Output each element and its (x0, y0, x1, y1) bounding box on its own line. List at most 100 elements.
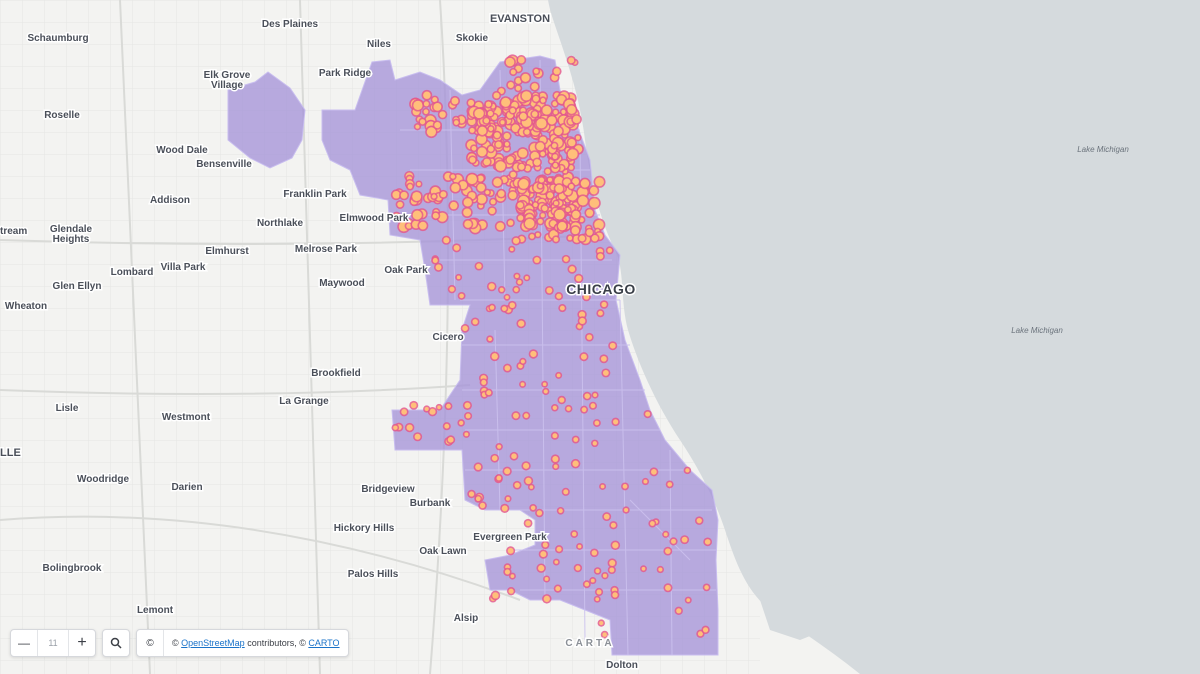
hotspot-core (517, 215, 524, 221)
attribution-toggle-button[interactable]: © (137, 630, 164, 656)
hotspot-core (518, 320, 525, 327)
hotspot-core (471, 145, 477, 151)
label-lombard: Lombard (111, 267, 154, 278)
label-glen-ellyn: Glen Ellyn (53, 281, 102, 292)
hotspot-core (475, 496, 481, 502)
hotspot-core (658, 567, 663, 572)
search-button[interactable] (103, 630, 129, 656)
hotspot-core (468, 491, 475, 497)
hotspot-core (469, 156, 476, 163)
incident-hotspots (390, 54, 713, 639)
hotspot-core (513, 412, 519, 419)
label-la-grange: La Grange (279, 396, 329, 407)
hotspot-core (513, 287, 519, 292)
hotspot-core (446, 403, 451, 409)
hotspot-core (580, 353, 587, 360)
hotspot-core (559, 305, 565, 311)
label-alsip: Alsip (454, 613, 478, 624)
hotspot-core (567, 149, 578, 160)
hotspot-core (681, 536, 688, 543)
hotspot-core (515, 85, 521, 91)
label-des-plaines: Des Plaines (262, 19, 319, 30)
hotspot-core (552, 143, 557, 149)
hotspot-core (517, 279, 522, 285)
hotspot-core (603, 513, 610, 520)
copyright-icon: © (146, 637, 154, 649)
label-lisle: Lisle (56, 403, 79, 414)
zoom-in-button[interactable]: + (77, 634, 87, 651)
hotspot-core (468, 99, 475, 106)
hotspot-core (464, 220, 472, 228)
hotspot-core (609, 567, 615, 573)
hotspot-core (453, 244, 460, 251)
hotspot-core (567, 105, 576, 114)
hotspot-core (591, 235, 599, 242)
hotspot-core (459, 420, 464, 425)
hotspot-core (415, 124, 420, 129)
hotspot-core (622, 484, 628, 489)
hotspot-core (667, 482, 673, 487)
hotspot-core (495, 161, 506, 172)
label-wood-dale: Wood Dale (156, 145, 208, 156)
label-oak-park: Oak Park (384, 265, 428, 276)
label-cicero: Cicero (432, 332, 463, 343)
hotspot-core (507, 220, 514, 226)
hotspot-core (511, 124, 520, 133)
hotspot-core (407, 184, 413, 189)
hotspot-core (594, 420, 600, 426)
hotspot-core (469, 127, 475, 133)
hotspot-core (432, 97, 438, 103)
label-glendale: Glendale (50, 224, 93, 235)
hotspot-core (501, 97, 511, 107)
hotspot-core (665, 548, 671, 554)
hotspot-core (506, 156, 514, 164)
hotspot-core (488, 146, 494, 152)
label-brookfield: Brookfield (311, 368, 360, 379)
hotspot-core (581, 407, 587, 413)
hotspot-core (577, 187, 588, 198)
hotspot-core (518, 163, 525, 170)
label-park-ridge: Park Ridge (319, 68, 372, 79)
hotspot-core (612, 542, 619, 549)
label-woodridge: Woodridge (77, 474, 129, 485)
zoom-control: — 11 + (10, 629, 96, 657)
label-dolton: Dolton (606, 660, 638, 671)
hotspot-core (479, 502, 486, 509)
hotspot-core (434, 122, 441, 129)
hotspot-core (507, 82, 514, 88)
hotspot-core (508, 588, 514, 594)
attribution-link-carto[interactable]: CARTO (308, 638, 340, 648)
hotspot-core (584, 393, 590, 399)
hotspot-core (483, 118, 490, 124)
label-oak-lawn: Oak Lawn (419, 546, 466, 557)
zoom-out-button[interactable]: — (18, 636, 30, 650)
hotspot-core (613, 419, 619, 425)
hotspot-core (554, 176, 564, 186)
hotspot-core (412, 191, 422, 201)
hotspot-core (649, 521, 655, 526)
hotspot-core (530, 350, 537, 358)
label-village: Village (211, 80, 243, 91)
hotspot-core (524, 218, 535, 229)
hotspot-core (517, 56, 525, 64)
hotspot-core (553, 109, 558, 115)
label-carta: CARTA (565, 638, 614, 649)
hotspot-core (419, 221, 427, 230)
hotspot-core (552, 101, 558, 107)
hotspot-core (510, 69, 516, 75)
hotspot-core (423, 101, 429, 107)
hotspot-core (556, 546, 562, 552)
hotspot-core (487, 110, 493, 117)
hotspot-core (575, 135, 580, 140)
hotspot-core (556, 293, 562, 299)
hotspot-core (553, 162, 558, 168)
hotspot-core (462, 325, 468, 332)
hotspot-core (514, 274, 519, 279)
hotspot-core (602, 632, 607, 637)
hotspot-core (704, 585, 709, 590)
label-bolingbrook: Bolingbrook (43, 563, 102, 574)
hotspot-core (439, 111, 446, 118)
attribution-link-openstreetmap[interactable]: OpenStreetMap (181, 638, 245, 648)
